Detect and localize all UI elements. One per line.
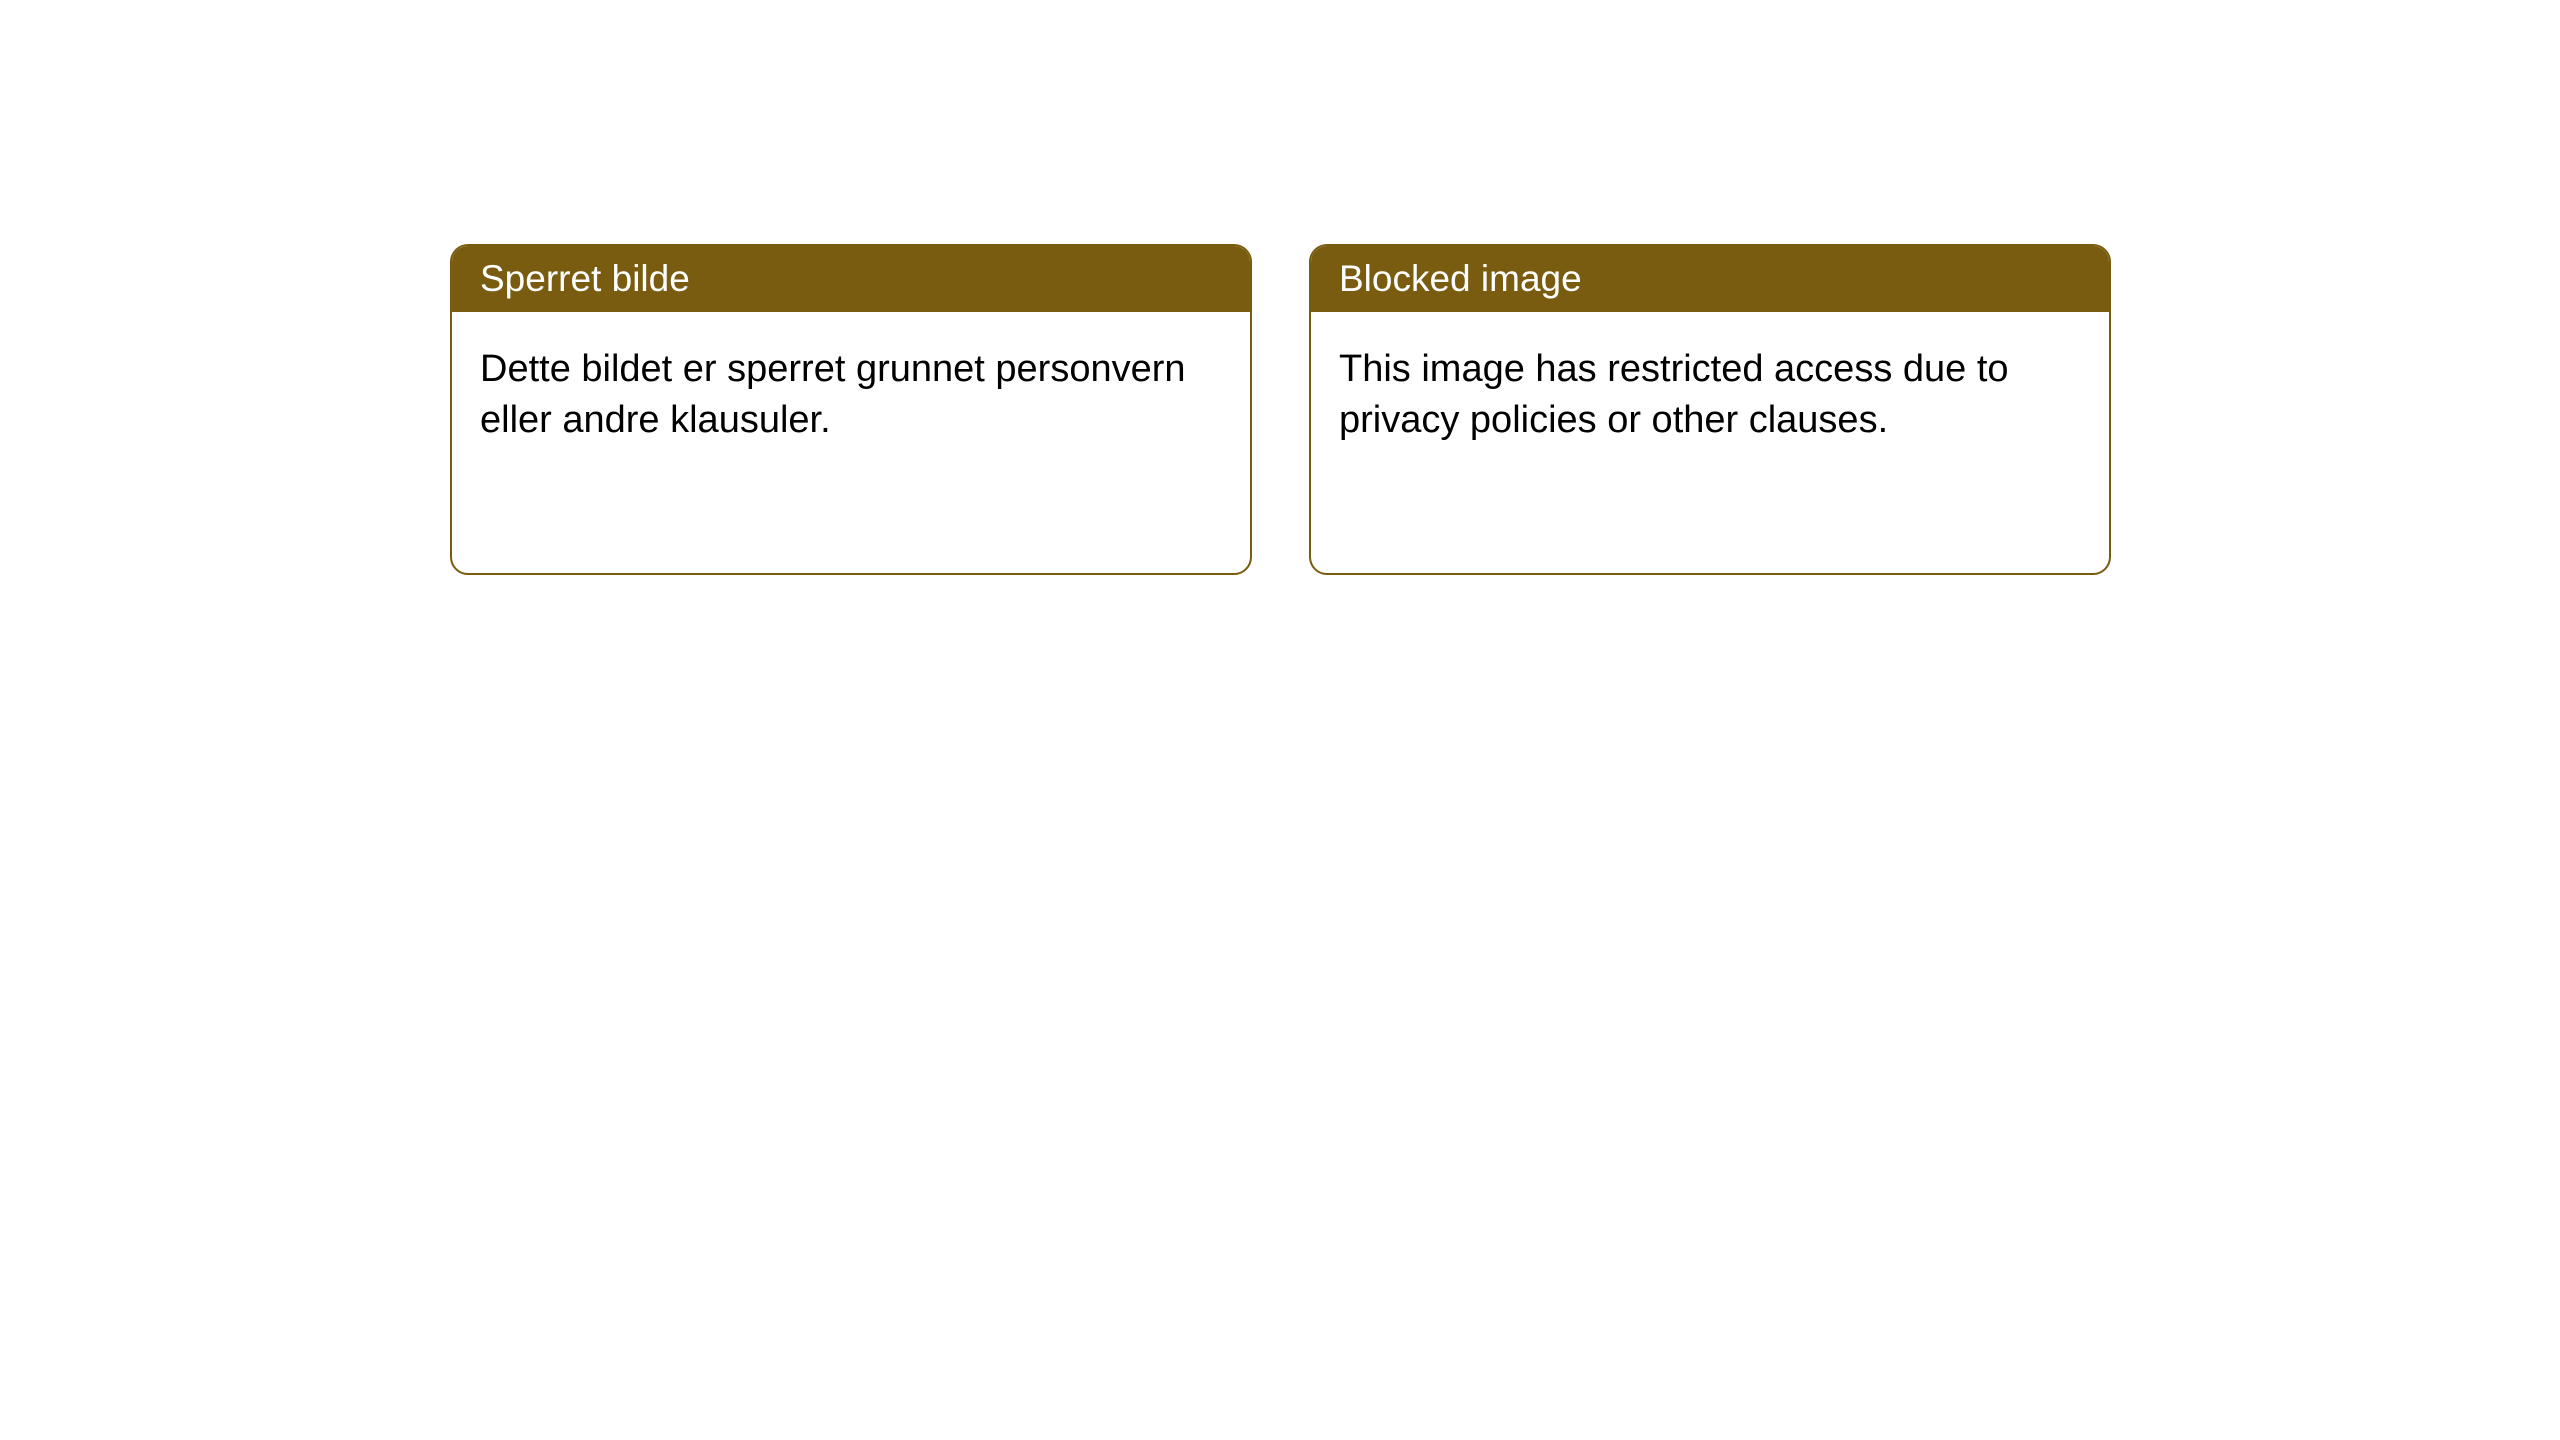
card-header-english: Blocked image [1311,246,2109,312]
card-header-norwegian: Sperret bilde [452,246,1250,312]
card-body-norwegian: Dette bildet er sperret grunnet personve… [452,312,1250,479]
card-text-norwegian: Dette bildet er sperret grunnet personve… [480,348,1186,441]
cards-container: Sperret bilde Dette bildet er sperret gr… [450,244,2111,575]
card-title-english: Blocked image [1339,258,1582,299]
card-title-norwegian: Sperret bilde [480,258,690,299]
card-text-english: This image has restricted access due to … [1339,348,2009,441]
card-english: Blocked image This image has restricted … [1309,244,2111,575]
card-norwegian: Sperret bilde Dette bildet er sperret gr… [450,244,1252,575]
card-body-english: This image has restricted access due to … [1311,312,2109,479]
